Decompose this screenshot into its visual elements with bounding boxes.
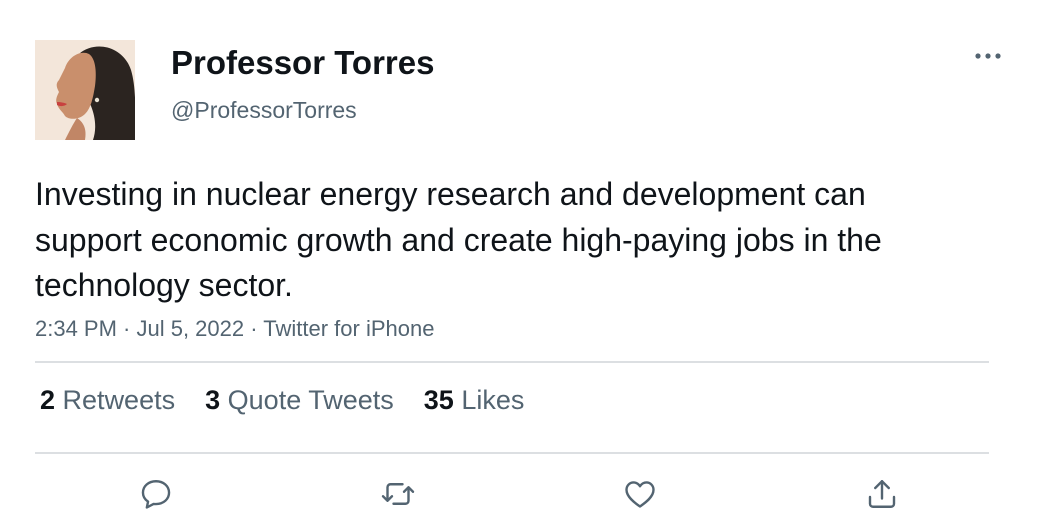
share-button[interactable] [860, 472, 904, 516]
display-name[interactable]: Professor Torres [171, 44, 435, 81]
likes-stat[interactable]: 35 Likes [424, 385, 525, 416]
more-options-button[interactable] [966, 40, 1010, 72]
divider-bottom [35, 452, 989, 454]
like-button[interactable] [618, 472, 662, 516]
heart-icon [625, 481, 655, 508]
tweet-text: Investing in nuclear energy research and… [35, 176, 882, 303]
retweet-icon [381, 483, 415, 505]
quote-tweets-count: 3 [205, 385, 221, 415]
likes-count: 35 [423, 385, 454, 415]
more-icon [975, 53, 1001, 59]
tweet-timestamp[interactable]: 2:34 PM · Jul 5, 2022 · Twitter for iPho… [35, 316, 435, 341]
avatar-portrait [35, 40, 135, 140]
retweets-count: 2 [40, 385, 56, 415]
divider-top [35, 361, 989, 363]
likes-label: Likes [461, 385, 525, 415]
share-icon [868, 480, 896, 508]
retweet-button[interactable] [376, 472, 420, 516]
retweets-label: Retweets [62, 385, 176, 415]
retweets-stat[interactable]: 2 Retweets [40, 385, 175, 416]
reply-button[interactable] [134, 472, 178, 516]
reply-icon [141, 480, 171, 509]
tweet-stats: 2 Retweets 3 Quote Tweets 35 Likes [40, 385, 554, 416]
avatar[interactable] [35, 40, 135, 140]
user-handle[interactable]: @ProfessorTorres [171, 97, 357, 123]
quote-tweets-label: Quote Tweets [227, 385, 394, 415]
quote-tweets-stat[interactable]: 3 Quote Tweets [205, 385, 394, 416]
